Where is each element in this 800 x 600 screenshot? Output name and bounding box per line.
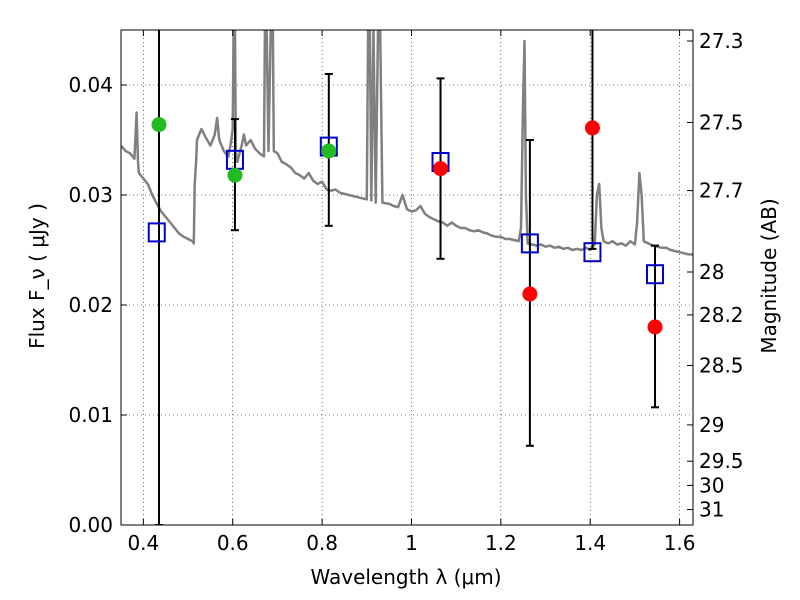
right-tick-label: 28.2 — [699, 303, 744, 327]
plot-area — [121, 30, 693, 525]
right-tick-label: 30 — [699, 473, 724, 497]
x-tick-label: 1.4 — [574, 531, 606, 555]
detection-point — [227, 167, 243, 183]
model-flux-box — [583, 242, 602, 263]
right-tick-label: 29.5 — [699, 449, 744, 473]
x-axis-label: Wavelength λ (μm) — [310, 565, 501, 589]
x-tick-label: 1.2 — [485, 531, 517, 555]
right-tick-label: 27.7 — [699, 179, 744, 203]
x-tick-label: 0.8 — [306, 531, 338, 555]
model-flux-box — [520, 233, 539, 254]
upper-point — [433, 161, 449, 177]
upper-point — [522, 286, 538, 302]
model-flux-box — [646, 264, 665, 285]
y-axis-label: Flux F_ν ( μJy ) — [25, 203, 49, 349]
upper-point — [584, 120, 600, 136]
template-spectrum-line — [121, 30, 693, 256]
axes-frame — [120, 29, 694, 526]
right-tick-label: 28.5 — [699, 354, 744, 378]
y-tick-label: 0.01 — [68, 403, 113, 427]
right-axis-label: Magnitude (AB) — [757, 198, 781, 353]
upper-point — [647, 319, 663, 335]
x-tick-label: 1 — [405, 531, 418, 555]
right-tick-label: 28 — [699, 260, 724, 284]
right-tick-label: 27.5 — [699, 110, 744, 134]
y-axis-ticks: 0.00 0.01 0.02 0.03 0.04 — [68, 73, 127, 537]
model-flux-box — [147, 222, 166, 243]
x-tick-label: 0.4 — [127, 531, 159, 555]
y-tick-label: 0.03 — [68, 183, 113, 207]
right-tick-label: 27.3 — [699, 29, 744, 53]
right-tick-label: 31 — [699, 498, 724, 522]
detection-point — [151, 117, 167, 133]
x-axis-ticks: 0.4 0.6 0.8 1 1.2 1.4 1.6 — [127, 30, 696, 555]
detection-point — [321, 143, 337, 159]
x-tick-label: 0.6 — [217, 531, 249, 555]
x-tick-label: 1.6 — [664, 531, 696, 555]
right-tick-label: 29 — [699, 413, 724, 437]
y-tick-label: 0.02 — [68, 293, 113, 317]
y-tick-label: 0.00 — [68, 513, 113, 537]
y-tick-label: 0.04 — [68, 73, 113, 97]
